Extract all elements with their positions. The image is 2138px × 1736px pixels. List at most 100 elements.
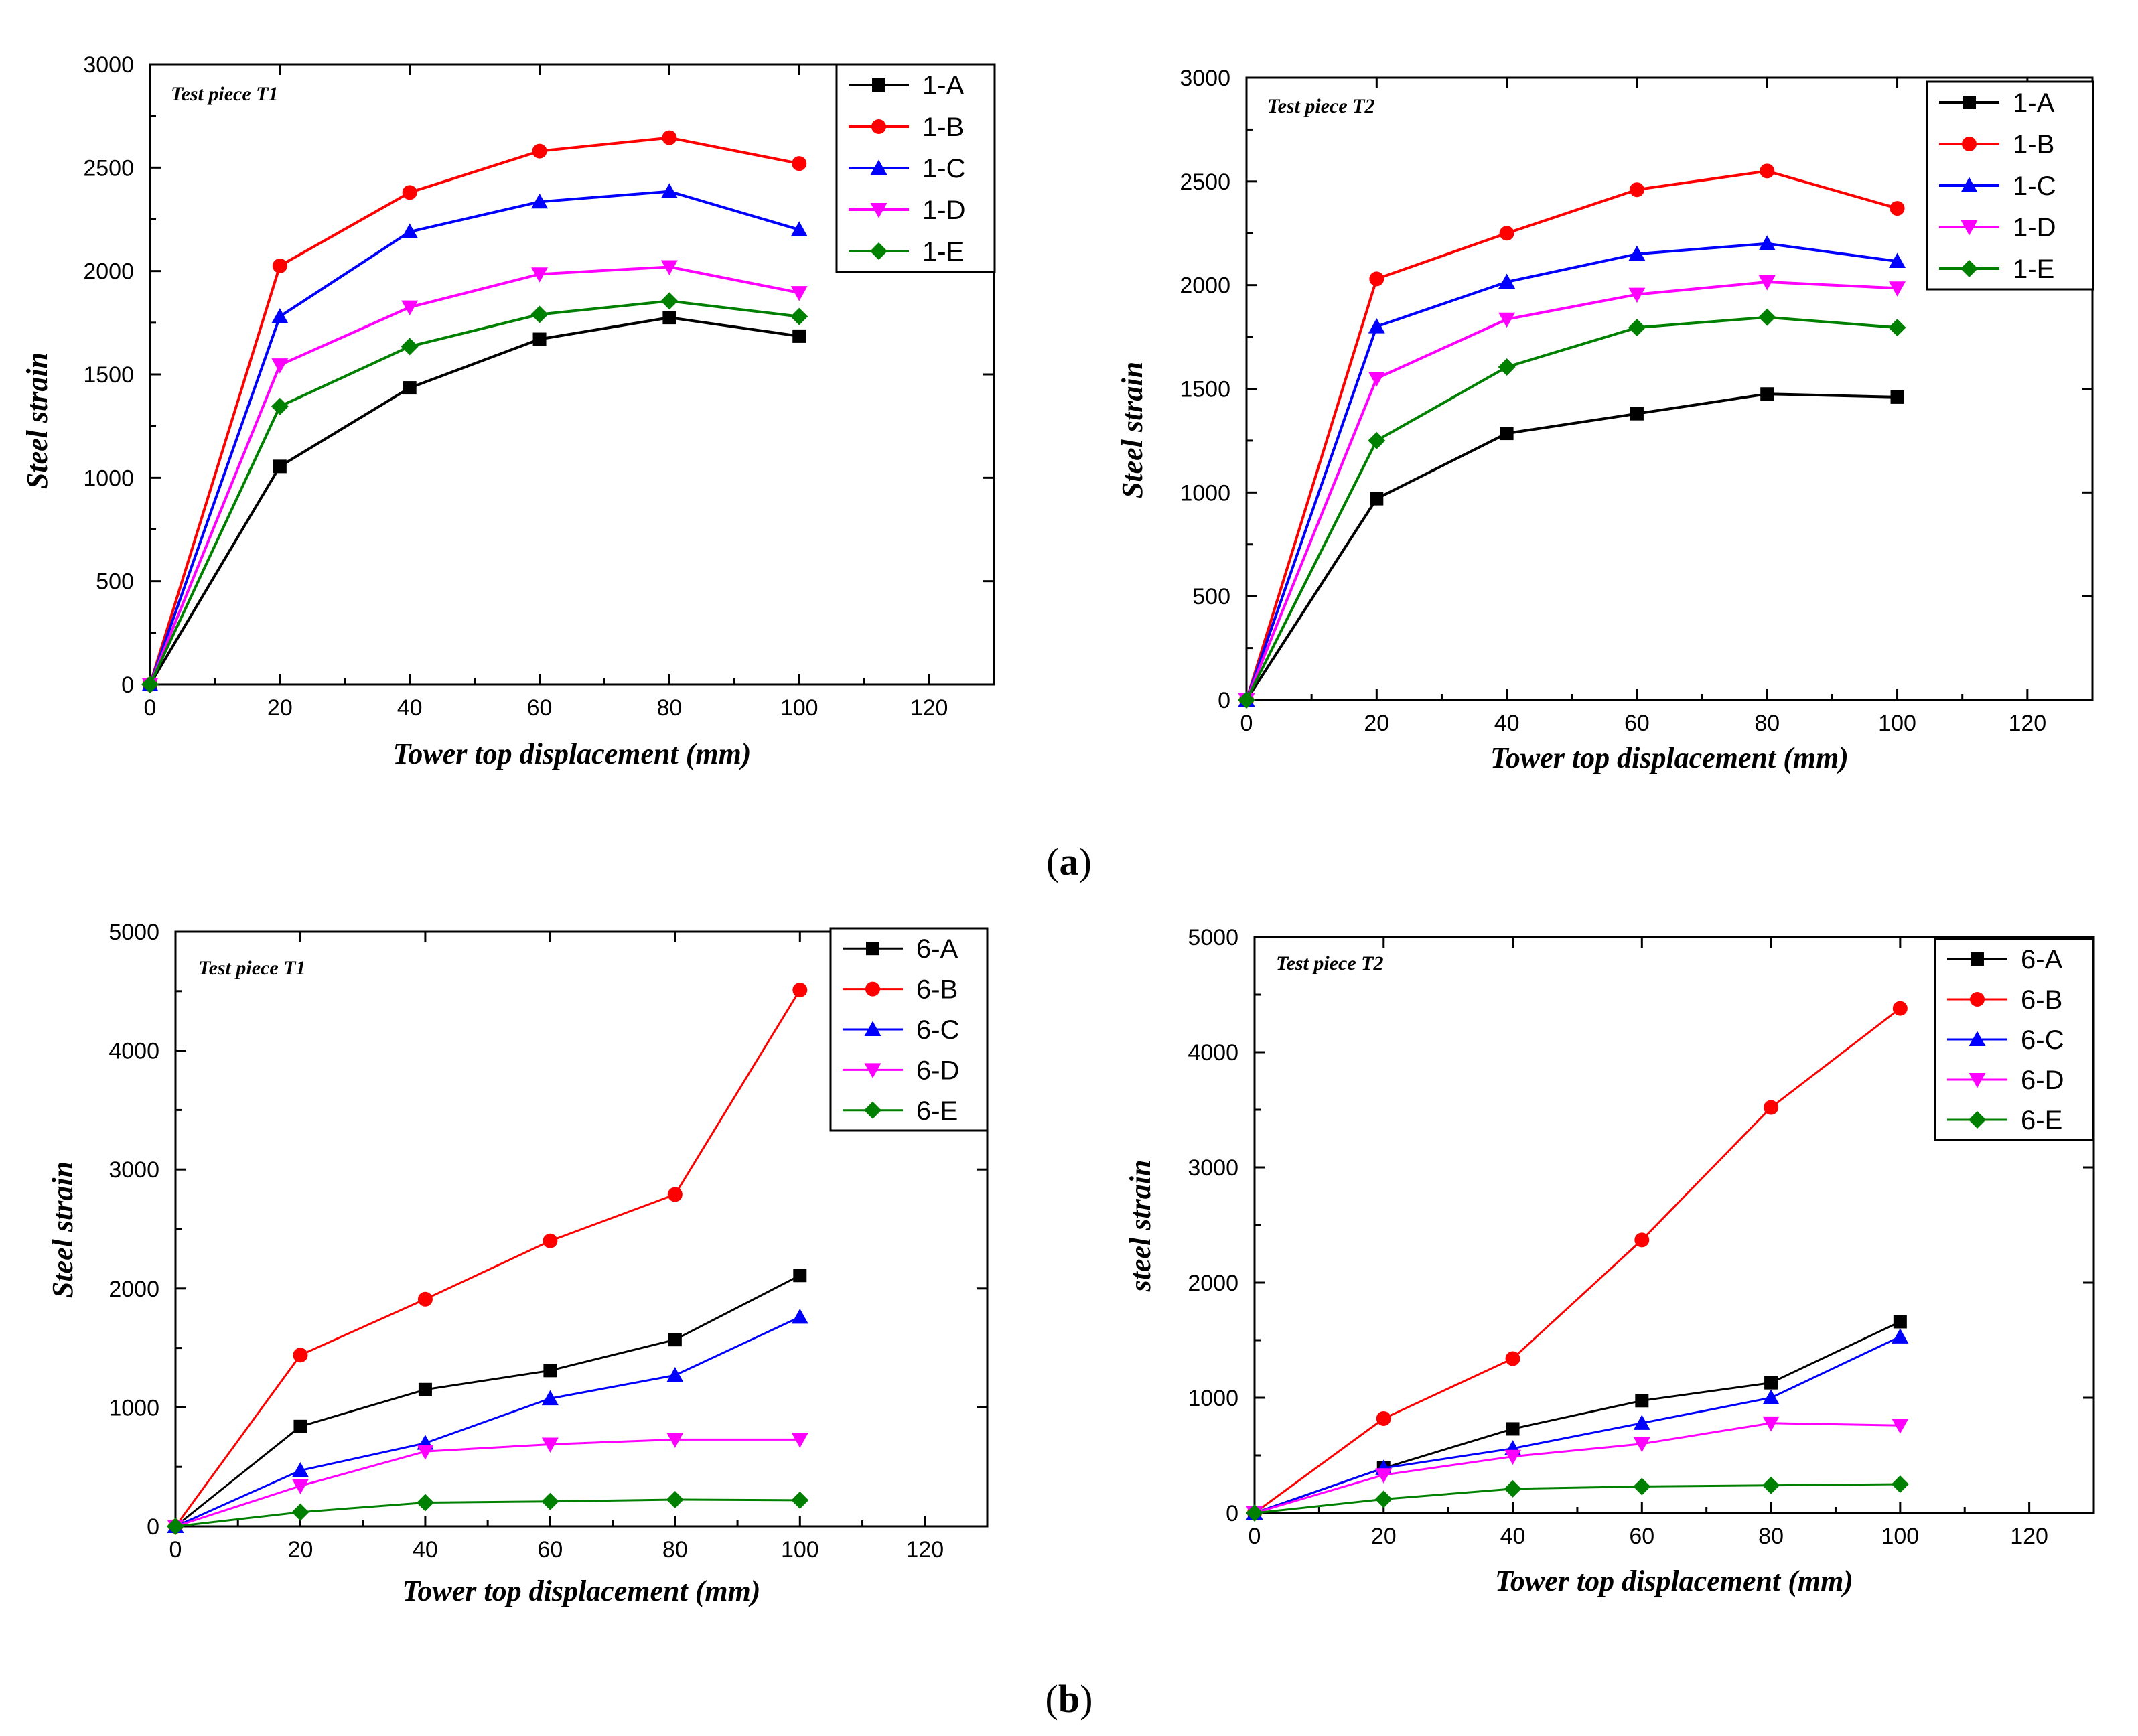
legend-marker [864,1101,881,1119]
data-point [531,193,549,209]
series-6-B [168,983,808,1534]
data-point [403,381,417,395]
y-axis-title: steel strain [1124,1160,1157,1293]
series-1-A [143,311,806,691]
y-tick-label: 3000 [83,52,134,78]
series-line [149,265,800,685]
series-line [1254,1335,1901,1514]
data-point [273,459,287,474]
x-tick-label: 120 [2008,711,2046,736]
data-point [1499,226,1514,241]
y-tick-label: 5000 [109,920,159,945]
data-point [792,329,806,343]
series-line [149,190,800,685]
legend-label: 6-D [2021,1066,2064,1095]
legend-marker [870,242,887,260]
series-line [1254,1483,1900,1514]
y-tick-label: 2000 [109,1277,159,1302]
legend-label: 6-B [2021,985,2062,1015]
series-line [1245,169,1898,701]
x-tick-label: 80 [1758,1524,1784,1549]
x-tick-label: 80 [1754,711,1780,736]
legend-label: 1-A [2013,88,2055,118]
series-line [1254,1422,1900,1514]
data-point [1634,1232,1650,1248]
data-point [1889,252,1906,269]
data-point [793,1269,807,1283]
legend-marker [872,78,885,92]
legend-label: 1-A [922,71,965,100]
data-point [1505,1351,1520,1366]
chart-panel-1: 0 20 40 60 80 100 120 0 500 1000 1500 2000 2500 3000 T… [21,52,996,770]
y-axis-title: Steel strain [1116,362,1149,498]
series-1-E [1238,308,1906,709]
data-point [660,260,678,275]
legend-label: 1-C [2013,171,2056,201]
data-point [1498,273,1516,289]
data-point [1504,1449,1522,1465]
x-axis-title: Tower top displacement (mm) [1490,741,1849,774]
series-6-B [1247,1001,1908,1520]
data-point [792,983,808,998]
legend-marker [1961,220,1978,236]
legend-marker [1969,1031,1986,1046]
data-point [791,1308,808,1324]
series-line [149,136,800,685]
data-point [660,292,679,310]
legend-label: 6-C [2021,1025,2064,1055]
data-point [1888,319,1906,337]
legend-marker [1961,177,1978,192]
data-point [662,130,677,145]
series-6-E [167,1491,809,1535]
y-axis-title: Steel strain [46,1161,79,1298]
data-point [1890,201,1905,216]
x-tick-label: 20 [288,1537,313,1563]
y-tick-label: 500 [96,569,134,595]
y-tick-label: 0 [121,672,134,698]
x-tick-label: 0 [1249,1524,1261,1549]
data-point [402,185,417,200]
data-point [790,221,808,236]
x-tick-label: 0 [144,695,157,721]
legend-label: 1-B [2013,130,2054,159]
data-point [167,1518,184,1535]
series-1-A [1240,387,1904,707]
data-point [291,1479,309,1495]
data-point [1500,427,1514,441]
y-tick-label: 1500 [1180,377,1230,403]
x-tick-label: 0 [169,1537,182,1563]
data-point [1628,287,1646,303]
series-6-D [167,1433,808,1535]
y-tick-label: 500 [1192,584,1230,609]
legend-label: 6-E [2021,1106,2062,1135]
data-point [271,308,289,323]
legend-label: 6-B [916,975,958,1005]
series-line [175,1438,800,1528]
x-tick-label: 120 [2010,1524,2048,1549]
legend-marker [866,942,879,956]
series-line [1245,280,1898,701]
data-point [1893,1315,1907,1329]
data-point [1498,358,1516,376]
legend: 1-A 1-B 1-C 1-D 1-E [1926,80,2094,291]
chart-panel-2: 0 20 40 60 80 100 120 0 500 1000 1500 2000 2500 3000 T… [1116,66,2094,774]
series-line [175,1274,800,1528]
data-point [1762,1389,1780,1404]
legend-marker [865,981,880,997]
series-1-B [143,130,807,692]
legend-marker [1969,1111,1986,1129]
x-tick-label: 80 [656,695,682,721]
data-point [541,1437,559,1453]
legend-marker [1970,992,1985,1007]
legend-label: 1-C [922,154,965,184]
data-point [293,1348,308,1363]
data-point [271,397,289,415]
data-point [1760,163,1775,179]
data-point [660,183,678,198]
legend-label: 6-A [916,934,958,964]
data-point [667,1187,683,1202]
data-point [1890,390,1904,404]
data-point [1633,1437,1650,1453]
series-line [1245,392,1898,701]
